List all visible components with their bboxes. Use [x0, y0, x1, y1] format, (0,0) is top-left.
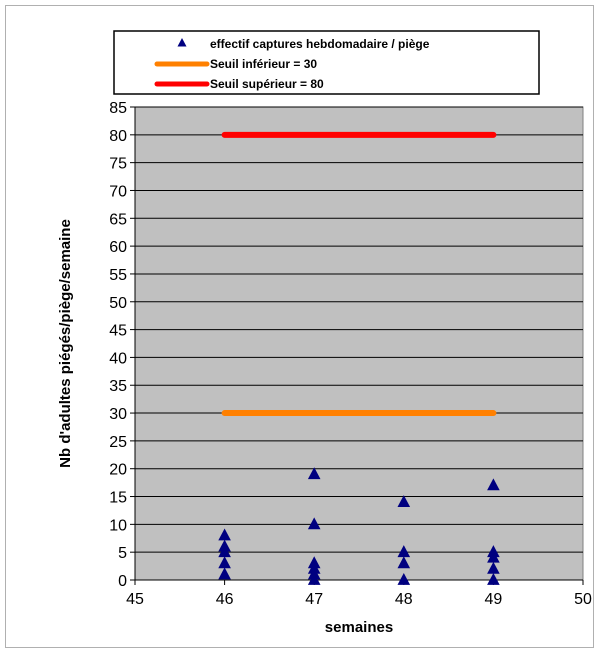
y-tick-label: 40 [109, 350, 127, 367]
data-point-triangle [487, 478, 500, 491]
x-tick-labels: 45 46 47 48 49 50 [126, 591, 592, 608]
x-tick-label: 47 [305, 591, 323, 608]
data-point-triangle [487, 550, 500, 563]
y-axis-title: Nb d'adultes piégés/piège/semaine [57, 219, 74, 468]
x-tick-label: 48 [395, 591, 413, 608]
y-tick-label: 35 [109, 378, 127, 395]
x-axis-title: semaines [325, 619, 393, 636]
legend: effectif captures hebdomadaire / piège Se… [113, 30, 540, 95]
y-tick-label: 25 [109, 434, 127, 451]
y-tick-label: 5 [118, 545, 127, 562]
data-point-triangle [218, 528, 231, 541]
y-tick-label: 70 [109, 183, 127, 200]
y-tick-label: 20 [109, 462, 127, 479]
data-point-triangle [218, 556, 231, 569]
y-tick-label: 60 [109, 239, 127, 256]
y-tick-label: 30 [109, 406, 127, 423]
y-tick-label: 55 [109, 267, 127, 284]
y-tick-labels: 0 5 10 15 20 25 30 35 40 45 50 55 60 65 70 75 80 85 [109, 100, 127, 590]
y-tick-label: 10 [109, 517, 127, 534]
data-point-triangle [218, 567, 231, 580]
data-point-triangle [218, 545, 231, 558]
y-tick-label: 15 [109, 490, 127, 507]
y-tick-label: 50 [109, 295, 127, 312]
data-point-triangle [307, 467, 321, 480]
y-tick-label: 65 [109, 211, 127, 228]
data-point-triangle [397, 545, 411, 558]
data-point-triangle [487, 573, 500, 585]
y-tick-label: 80 [109, 128, 127, 145]
y-tick-label: 0 [118, 573, 127, 590]
x-tick-label: 50 [574, 591, 592, 608]
legend-label: Seuil supérieur = 80 [210, 77, 324, 91]
legend-label: effectif captures hebdomadaire / piège [210, 37, 430, 51]
y-tick-label: 85 [109, 100, 127, 117]
x-tick-label: 49 [485, 591, 503, 608]
data-point-triangle [487, 561, 500, 574]
x-tick-label: 45 [126, 591, 144, 608]
data-point-triangle [307, 573, 321, 585]
data-point-triangle [397, 573, 411, 585]
legend-marker-triangle [177, 38, 187, 47]
plot-area [134, 106, 584, 581]
data-point-triangle [397, 495, 411, 507]
y-tick-label: 75 [109, 156, 127, 173]
gridlines [130, 106, 584, 585]
x-tick-label: 46 [216, 591, 234, 608]
data-point-triangle [397, 556, 411, 569]
legend-label: Seuil inférieur = 30 [210, 57, 317, 71]
y-tick-label: 45 [109, 323, 127, 340]
series-layer [218, 131, 500, 585]
data-point-triangle [307, 517, 321, 530]
